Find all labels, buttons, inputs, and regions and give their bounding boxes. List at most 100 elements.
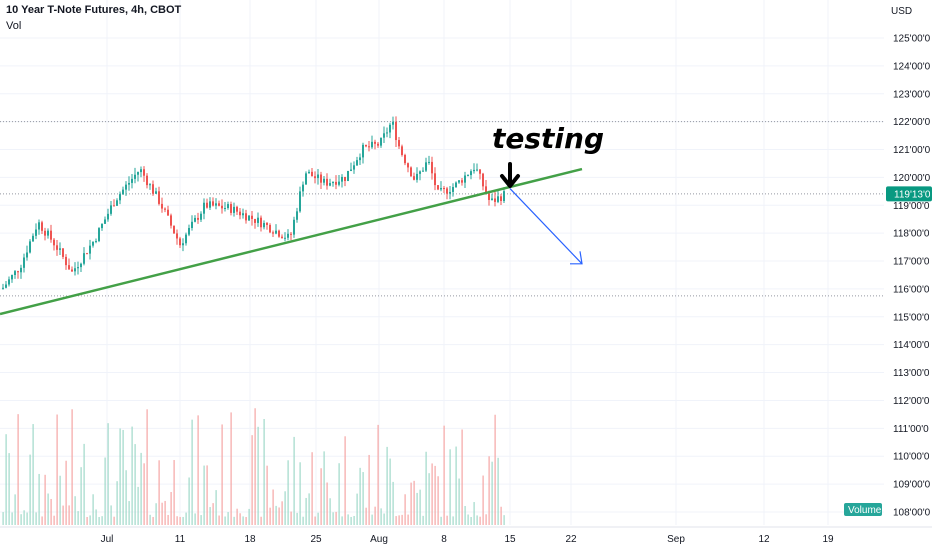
candle-body (272, 232, 274, 234)
volume-bar (11, 512, 13, 525)
volume-bar (416, 492, 418, 525)
candle-body (56, 245, 58, 250)
candle-body (356, 160, 358, 166)
volume-bar (200, 515, 202, 525)
candle-body (389, 124, 391, 133)
candle-body (14, 271, 16, 275)
candle-body (422, 170, 424, 172)
candle-body (128, 182, 130, 185)
volume-bar (254, 408, 256, 525)
candle-body (101, 223, 103, 229)
volume-bar (245, 516, 247, 525)
candle-body (245, 213, 247, 221)
candle-body (173, 225, 175, 234)
volume-bar (119, 428, 121, 525)
volume-bar (23, 510, 25, 525)
volume-bar (182, 516, 184, 525)
volume-bar (221, 424, 223, 525)
volume-bar (362, 472, 364, 525)
volume-bar (86, 516, 88, 525)
candle-body (269, 224, 271, 233)
volume-bar (167, 514, 169, 525)
volume-bar (380, 508, 382, 525)
volume-bar (437, 476, 439, 525)
volume-bar (413, 480, 415, 525)
volume-bar (158, 460, 160, 525)
candle-body (5, 284, 7, 288)
candle-body (476, 169, 478, 171)
volume-bar (443, 425, 445, 525)
volume-bar (392, 481, 394, 525)
candle-body (470, 171, 472, 176)
candle-body (431, 161, 433, 174)
price-axis-tick: 119'00'0 (893, 201, 930, 212)
volume-bar (80, 467, 82, 525)
volume-bar (338, 463, 340, 525)
candle-body (212, 201, 214, 206)
candle-body (305, 173, 307, 185)
chart-title: 10 Year T-Note Futures, 4h, CBOT (6, 4, 182, 16)
volume-bar (503, 515, 505, 525)
volume-bar (500, 506, 502, 525)
candle-body (86, 253, 88, 255)
time-axis-tick: 15 (504, 534, 516, 545)
volume-bar (185, 512, 187, 525)
candle-body (29, 241, 31, 253)
volume-bar (122, 429, 124, 525)
volume-bar (455, 446, 457, 525)
price-axis-tick: 115'00'0 (893, 312, 930, 323)
price-axis-tick: 114'00'0 (893, 340, 930, 351)
volume-bar (479, 516, 481, 525)
price-axis-tick: 123'00'0 (893, 89, 931, 100)
volume-bar (77, 511, 79, 525)
candle-body (161, 203, 163, 209)
volume-bar (317, 512, 319, 525)
candle-body (47, 230, 49, 236)
volume-bar (347, 514, 349, 525)
candle-body (215, 203, 217, 206)
volume-bar (386, 446, 388, 525)
volume-bar (446, 515, 448, 525)
candle-body (437, 185, 439, 190)
candle-body (383, 133, 385, 138)
price-axis-tick: 112'00'0 (893, 396, 930, 407)
volume-indicator-label[interactable]: Vol (6, 20, 22, 32)
candle-body (239, 211, 241, 216)
volume-bar (179, 516, 181, 525)
price-axis-tick: 118'00'0 (893, 229, 930, 240)
candle-body (500, 196, 502, 201)
candle-body (296, 211, 298, 220)
volume-bar (110, 505, 112, 525)
candle-body (92, 241, 94, 246)
volume-bar (236, 508, 238, 525)
candle-body (266, 222, 268, 225)
candle-body (377, 143, 379, 146)
candle-body (230, 204, 232, 213)
price-axis-tick: 116'00'0 (893, 284, 930, 295)
time-axis-tick: 18 (244, 534, 256, 545)
volume-bar (476, 515, 478, 525)
price-axis-tick: 122'00'0 (893, 117, 931, 128)
volume-bar (2, 512, 4, 525)
candle-body (260, 217, 262, 228)
candle-body (458, 180, 460, 183)
volume-bar (389, 458, 391, 525)
candle-body (371, 141, 373, 148)
volume-bar (305, 497, 307, 525)
candle-body (473, 169, 475, 172)
time-axis-tick: 11 (175, 534, 186, 545)
volume-bar (299, 462, 301, 525)
candle-body (200, 213, 202, 220)
volume-bar (404, 494, 406, 525)
volume-bar (482, 475, 484, 525)
candle-body (464, 175, 466, 183)
candle-body (461, 180, 463, 183)
candle-body (365, 144, 367, 147)
volume-bar (218, 515, 220, 525)
candle-body (467, 175, 469, 177)
projection-arrow-head (570, 251, 583, 265)
volume-bar (38, 473, 40, 525)
candle-body (2, 287, 4, 289)
volume-bar (332, 512, 334, 525)
